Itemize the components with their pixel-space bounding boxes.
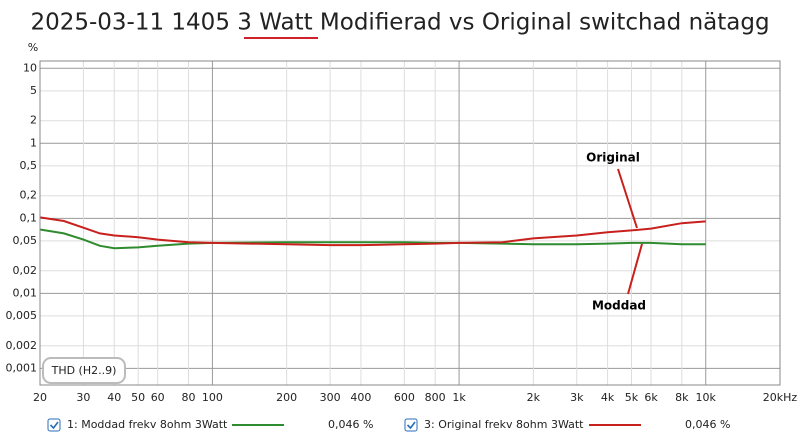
y-tick-label: 10 (23, 61, 37, 74)
x-tick-label: 20kHz (763, 391, 798, 404)
measurement-label: THD (H2..9) (51, 364, 117, 377)
x-tick-label: 6k (644, 391, 658, 404)
legend-readout: 0,046 % (685, 418, 730, 431)
y-tick-label: 0,05 (13, 234, 38, 247)
x-tick-label: 1k (452, 391, 466, 404)
x-tick-label: 10k (696, 391, 717, 404)
y-tick-label: 0,001 (6, 361, 38, 374)
x-tick-label: 20 (33, 391, 47, 404)
x-tick-label: 2k (527, 391, 541, 404)
series-line (39, 228, 706, 250)
plot-border (39, 60, 781, 386)
annotation: Moddad (592, 299, 646, 313)
x-tick-label: 3k (570, 391, 584, 404)
x-tick-label: 4k (601, 391, 615, 404)
legend-checkbox[interactable] (404, 418, 418, 432)
annotation-arrow (617, 168, 638, 229)
y-tick-label: 2 (30, 114, 37, 127)
legend-readout: 0,046 % (328, 418, 373, 431)
x-tick-label: 600 (394, 391, 415, 404)
x-tick-label: 800 (425, 391, 446, 404)
x-tick-label: 400 (350, 391, 371, 404)
y-tick-label: 0,1 (20, 211, 38, 224)
x-tick-label: 80 (182, 391, 196, 404)
legend-label: 3: Original frekv 8ohm 3Watt (424, 418, 584, 431)
legend: 1: Moddad frekv 8ohm 3Watt 0,046 % 3: Orig… (47, 418, 730, 432)
chart-title: 2025-03-11 1405 3 Watt Modifierad vs Ori… (30, 10, 769, 36)
legend-label: 1: Moddad frekv 8ohm 3Watt (67, 418, 228, 431)
x-tick-label: 60 (151, 391, 165, 404)
y-tick-label: 0,01 (13, 286, 38, 299)
x-tick-label: 300 (320, 391, 341, 404)
y-tick-label: 5 (30, 84, 37, 97)
checkmark (49, 421, 59, 430)
x-tick-label: 50 (131, 391, 145, 404)
x-tick-label: 5k (625, 391, 639, 404)
x-tick-label: 30 (76, 391, 90, 404)
checkmark (406, 421, 416, 430)
annotation: Original (586, 151, 640, 165)
y-tick-label: 0,005 (6, 309, 38, 322)
x-tick-label: 100 (202, 391, 223, 404)
legend-checkbox[interactable] (47, 418, 61, 432)
y-unit: % (28, 41, 38, 54)
x-tick-label: 8k (675, 391, 689, 404)
y-tick-label: 0,02 (13, 264, 38, 277)
series-line (39, 216, 706, 247)
lines (39, 216, 706, 250)
annotation-arrow (627, 243, 643, 295)
x-tick-label: 200 (276, 391, 297, 404)
x-tick-label: 40 (107, 391, 121, 404)
y-tick-label: 0,002 (6, 339, 38, 352)
y-tick-label: 0,2 (20, 189, 38, 202)
badge-box (42, 357, 126, 384)
y-tick-label: 0,5 (20, 159, 38, 172)
y-tick-label: 1 (30, 136, 37, 149)
